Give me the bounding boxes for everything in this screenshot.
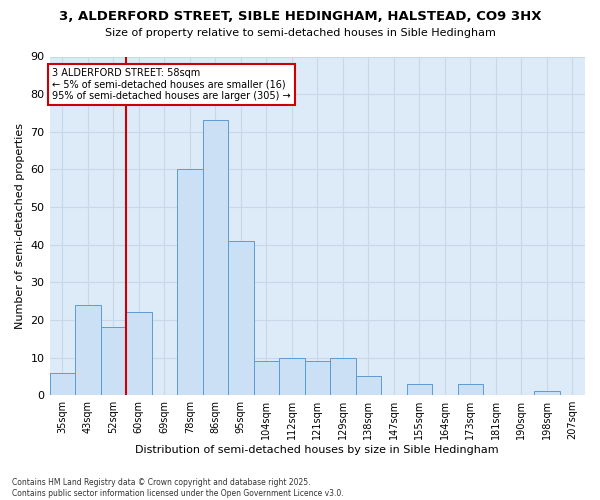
Bar [177,170,203,395]
Bar [228,241,254,395]
Bar [50,372,75,395]
Bar [279,358,305,395]
Text: 3, ALDERFORD STREET, SIBLE HEDINGHAM, HALSTEAD, CO9 3HX: 3, ALDERFORD STREET, SIBLE HEDINGHAM, HA… [59,10,541,23]
Bar [254,362,279,395]
Text: Contains HM Land Registry data © Crown copyright and database right 2025.
Contai: Contains HM Land Registry data © Crown c… [12,478,344,498]
Bar [101,328,126,395]
Bar [407,384,432,395]
Bar [458,384,483,395]
X-axis label: Distribution of semi-detached houses by size in Sible Hedingham: Distribution of semi-detached houses by … [136,445,499,455]
Bar [330,358,356,395]
Bar [203,120,228,395]
Text: 3 ALDERFORD STREET: 58sqm
← 5% of semi-detached houses are smaller (16)
95% of s: 3 ALDERFORD STREET: 58sqm ← 5% of semi-d… [52,68,291,101]
Bar [75,305,101,395]
Bar [305,362,330,395]
Text: Size of property relative to semi-detached houses in Sible Hedingham: Size of property relative to semi-detach… [104,28,496,38]
Bar [126,312,152,395]
Y-axis label: Number of semi-detached properties: Number of semi-detached properties [15,123,25,329]
Bar [534,392,560,395]
Bar [356,376,381,395]
